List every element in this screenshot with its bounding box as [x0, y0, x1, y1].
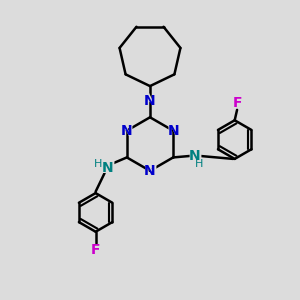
Text: N: N: [189, 149, 200, 163]
Text: N: N: [100, 159, 115, 177]
Text: N: N: [143, 92, 157, 110]
Text: F: F: [91, 243, 100, 256]
Text: N: N: [144, 164, 156, 178]
Text: F: F: [233, 96, 242, 110]
Text: N: N: [144, 94, 156, 108]
Text: N: N: [167, 124, 179, 138]
Text: N: N: [121, 124, 133, 138]
Text: N: N: [166, 122, 180, 140]
Text: H: H: [94, 159, 102, 169]
Text: N: N: [143, 162, 157, 180]
Text: N: N: [102, 161, 113, 175]
Text: N: N: [120, 122, 134, 140]
Text: N: N: [187, 147, 202, 165]
Text: H: H: [195, 159, 203, 169]
